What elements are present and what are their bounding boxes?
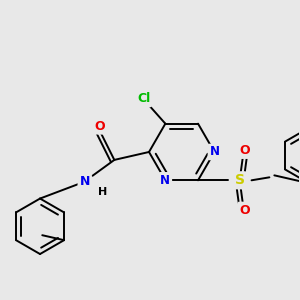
Text: H: H xyxy=(98,187,107,196)
Text: O: O xyxy=(94,120,105,133)
Text: N: N xyxy=(160,174,170,187)
Text: O: O xyxy=(239,144,250,157)
Text: S: S xyxy=(235,173,245,187)
Text: O: O xyxy=(239,203,250,217)
Text: N: N xyxy=(80,175,90,188)
Text: Cl: Cl xyxy=(137,92,150,105)
Text: N: N xyxy=(209,146,219,158)
